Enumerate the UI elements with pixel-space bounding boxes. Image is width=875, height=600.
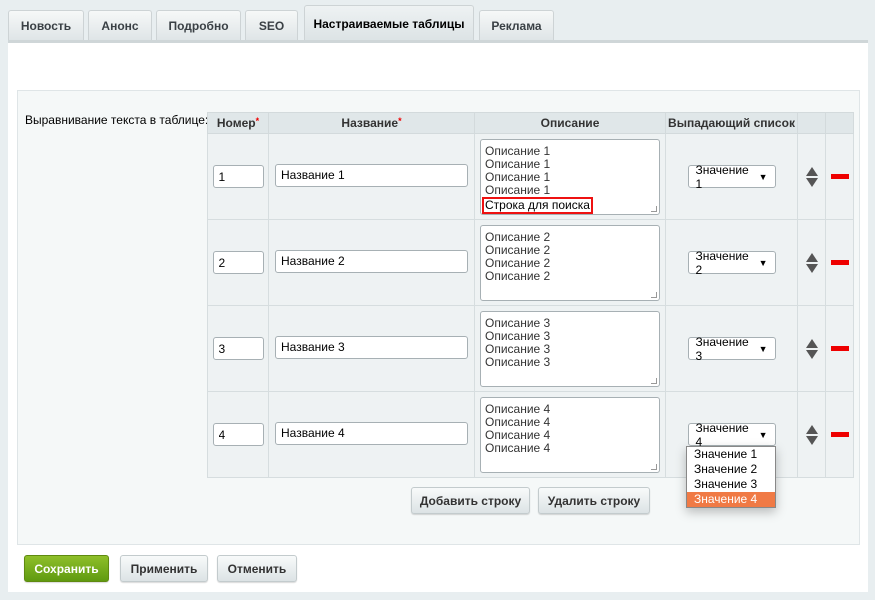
move-up-icon[interactable] <box>805 424 818 434</box>
move-down-icon[interactable] <box>805 435 818 445</box>
description-line: Описание 1 <box>485 169 551 184</box>
cancel-button[interactable]: Отменить <box>217 555 297 582</box>
name-input[interactable]: Название 4 <box>275 421 468 445</box>
header-description: Описание <box>474 112 666 134</box>
description-line: Описание 4 <box>485 440 551 455</box>
delete-row-button[interactable]: Удалить строку <box>538 487 650 514</box>
description-line: Описание 4 <box>485 401 551 416</box>
tab-novost[interactable]: Новость <box>8 10 84 40</box>
move-up-icon[interactable] <box>805 338 818 348</box>
header-dropdown: Выпадающий список <box>665 112 798 134</box>
number-input[interactable] <box>212 165 264 188</box>
number-input[interactable] <box>212 337 264 360</box>
description-line: Описание 1 <box>485 143 551 158</box>
description-textarea[interactable]: Описание 4 Описание 4 Описание 4 Описание 4 <box>480 396 660 473</box>
name-input[interactable]: Название 3 <box>275 335 468 359</box>
dropdown-options: Значение 1 Значение 2 Значение 3 Значени… <box>686 446 776 508</box>
dropdown-arrow-icon: ▼ <box>758 257 768 268</box>
tab-custom-tables[interactable]: Настраиваемые таблицы <box>304 5 474 41</box>
dropdown-option[interactable]: Значение 3 <box>694 477 758 491</box>
header-name: Название* <box>268 112 475 134</box>
description-line: Описание 2 <box>485 268 551 283</box>
number-input[interactable] <box>212 423 264 446</box>
description-line: Описание 2 <box>485 229 551 244</box>
number-input[interactable] <box>212 251 264 274</box>
move-up-icon[interactable] <box>805 252 818 262</box>
description-line: Описание 1 <box>485 156 551 171</box>
save-button[interactable]: Сохранить <box>24 555 109 582</box>
dropdown-option[interactable]: Значение 2 <box>694 462 758 476</box>
resize-handle-icon[interactable] <box>651 377 657 384</box>
description-textarea[interactable]: Описание 1 Описание 1 Описание 1 Описание 1… <box>480 138 660 215</box>
dropdown-arrow-icon: ▼ <box>758 171 768 182</box>
description-line: Описание 3 <box>485 328 551 343</box>
value-select[interactable]: Значение 1 ▼ <box>687 163 776 191</box>
tab-reklama[interactable]: Реклама <box>479 10 554 40</box>
name-input[interactable]: Название 2 <box>275 249 468 273</box>
value-select[interactable]: Значение 4 ▼ <box>687 421 776 449</box>
resize-handle-icon[interactable] <box>651 205 657 212</box>
add-row-button[interactable]: Добавить строку <box>411 487 530 514</box>
description-line: Описание 2 <box>485 255 551 270</box>
custom-table: Номер* Название* Описание Выпадающий спи… <box>207 112 854 478</box>
value-select[interactable]: Значение 3 ▼ <box>687 335 776 363</box>
dropdown-option-selected[interactable]: Значение 4 <box>687 492 775 507</box>
delete-row-icon[interactable] <box>830 174 849 179</box>
delete-row-icon[interactable] <box>830 260 849 265</box>
description-line: Описание 3 <box>485 341 551 356</box>
description-line: Описание 3 <box>485 315 551 330</box>
description-line: Описание 3 <box>485 354 551 369</box>
description-line: Описание 2 <box>485 242 551 257</box>
delete-row-icon[interactable] <box>830 346 849 351</box>
tab-seo[interactable]: SEO <box>245 10 298 40</box>
description-line: Описание 4 <box>485 414 551 429</box>
dropdown-arrow-icon: ▼ <box>758 343 768 354</box>
delete-row-icon[interactable] <box>830 432 849 437</box>
field-label: Выравнивание текста в таблице: <box>25 113 209 127</box>
resize-handle-icon[interactable] <box>651 291 657 298</box>
move-down-icon[interactable] <box>805 349 818 359</box>
value-select[interactable]: Значение 2 ▼ <box>687 249 776 277</box>
description-line: Описание 4 <box>485 427 551 442</box>
tab-podrobno[interactable]: Подробно <box>156 10 241 40</box>
apply-button[interactable]: Применить <box>120 555 208 582</box>
description-textarea[interactable]: Описание 2 Описание 2 Описание 2 Описание 2 <box>480 224 660 301</box>
dropdown-option[interactable]: Значение 1 <box>694 447 758 461</box>
search-highlight: Строка для поиска <box>482 196 593 214</box>
move-down-icon[interactable] <box>805 177 818 187</box>
header-number: Номер* <box>207 112 269 134</box>
description-line: Описание 1 <box>485 182 551 197</box>
dropdown-arrow-icon: ▼ <box>758 429 768 440</box>
move-up-icon[interactable] <box>805 166 818 176</box>
resize-handle-icon[interactable] <box>651 463 657 470</box>
move-down-icon[interactable] <box>805 263 818 273</box>
name-input[interactable]: Название 1 <box>275 163 468 187</box>
tab-anons[interactable]: Анонс <box>88 10 152 40</box>
description-textarea[interactable]: Описание 3 Описание 3 Описание 3 Описание 3 <box>480 310 660 387</box>
